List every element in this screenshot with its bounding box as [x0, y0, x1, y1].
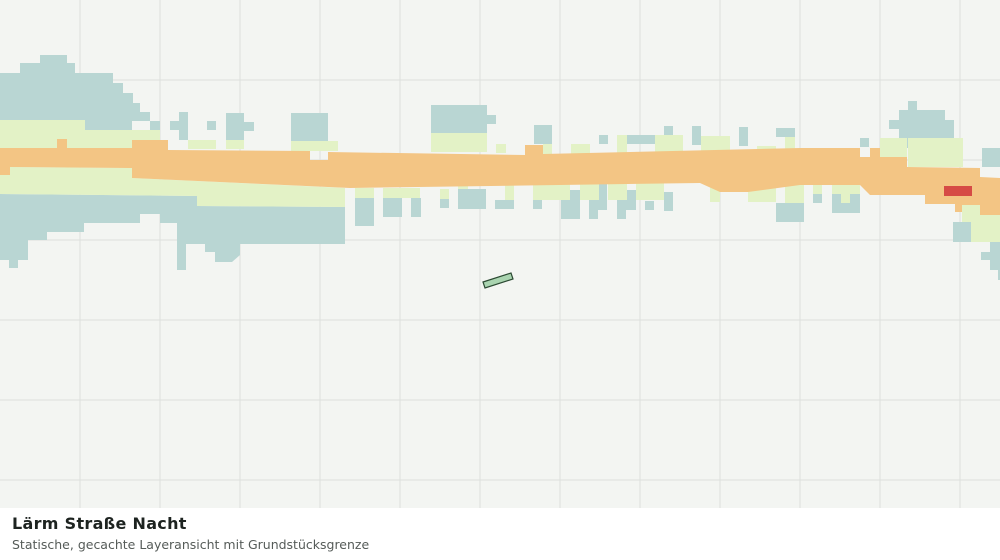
- noise-layer: [0, 55, 1000, 280]
- map-subtitle: Statische, gecachte Layeransicht mit Gru…: [12, 537, 370, 552]
- map-background: [0, 0, 1000, 508]
- noise-hotspot: [944, 186, 972, 196]
- map-title: Lärm Straße Nacht: [12, 514, 187, 533]
- map-view: [0, 0, 1000, 508]
- parcel-boundary: [482, 272, 514, 289]
- caption: Lärm Straße Nacht Statische, gecachte La…: [0, 508, 1000, 560]
